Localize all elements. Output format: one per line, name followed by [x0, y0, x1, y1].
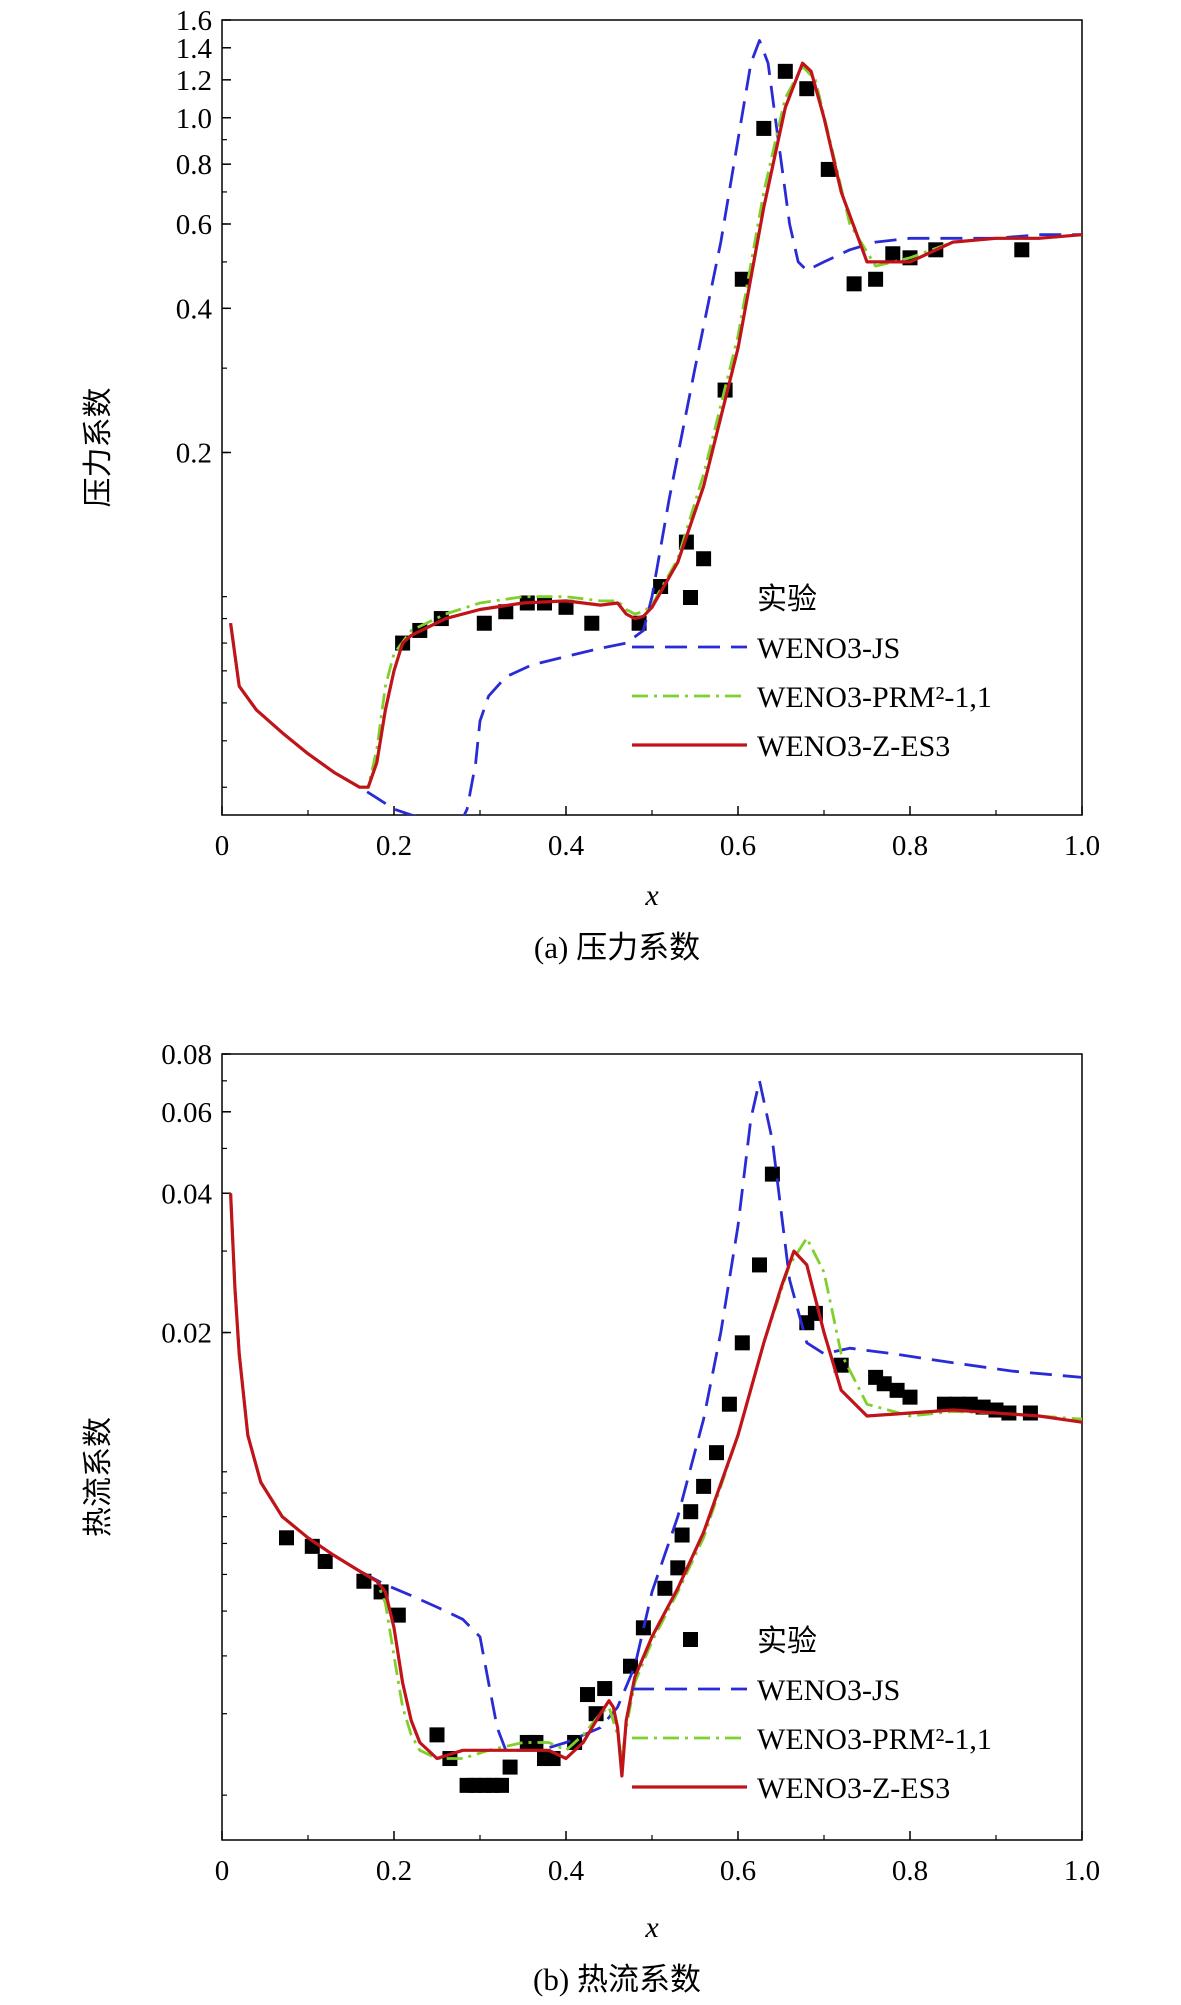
data-point-experiment	[709, 1445, 724, 1461]
data-point-experiment	[317, 1553, 333, 1569]
data-point-experiment	[502, 1759, 518, 1775]
data-point-experiment	[876, 1376, 892, 1392]
x-tick-label: 0.6	[720, 1855, 756, 1887]
data-point-experiment	[670, 1560, 686, 1576]
data-point-experiment	[949, 1396, 965, 1412]
data-point-experiment	[623, 1658, 638, 1674]
series-line-2	[229, 65, 1082, 789]
x-tick-label: 0.6	[720, 830, 756, 862]
data-point-experiment	[820, 161, 836, 177]
data-point-experiment	[734, 1335, 750, 1351]
y-tick-label: 0.2	[176, 437, 212, 469]
legend: 实验 WENO3-JS WENO3-PRM²-1,1 WENO3-Z-ES3	[632, 583, 992, 763]
chart-panel-b: 0 0.2 0.4 0.6 0.8 1.0 0.02 0.04 0.06 0.08 x 热流系数 (b)…	[81, 1039, 1100, 1997]
data-point-experiment	[734, 271, 750, 287]
data-point-experiment	[885, 246, 901, 262]
y-tick-label: 0.02	[161, 1318, 212, 1350]
data-point-experiment	[494, 1777, 509, 1793]
x-tick-label: 0.2	[376, 1855, 412, 1887]
legend: 实验 WENO3-JS WENO3-PRM²-1,1 WENO3-Z-ES3	[632, 1625, 992, 1805]
data-point-experiment	[674, 1527, 690, 1543]
data-point-experiment	[756, 120, 772, 136]
x-tick-label: 0.8	[892, 830, 928, 862]
data-point-experiment	[657, 1580, 673, 1596]
data-point-experiment	[498, 604, 514, 620]
y-tick-label: 0.8	[176, 149, 212, 181]
series-line-2	[229, 1193, 1082, 1760]
data-point-experiment	[279, 1530, 294, 1546]
series-line-3	[229, 61, 1082, 789]
x-axis-label: x	[644, 879, 659, 912]
data-point-experiment	[429, 1727, 445, 1743]
y-axis-label: 压力系数	[81, 388, 116, 508]
series-line-1	[229, 39, 1082, 815]
data-point-experiment	[1014, 242, 1030, 258]
data-point-experiment	[988, 1402, 1004, 1418]
data-point-experiment	[390, 1607, 406, 1623]
data-point-experiment	[721, 1396, 737, 1412]
x-tick-label: 0	[215, 1855, 230, 1887]
legend-label: WENO3-Z-ES3	[757, 1772, 950, 1805]
legend-marker	[683, 1632, 698, 1647]
y-tick-label: 0.4	[176, 293, 213, 325]
data-point-experiment	[799, 81, 815, 97]
y-tick-label: 1.4	[176, 33, 213, 65]
legend-label: WENO3-PRM²-1,1	[757, 1723, 992, 1756]
y-tick-label: 0.06	[161, 1097, 212, 1129]
data-point-experiment	[936, 1396, 952, 1412]
x-axis-label: x	[644, 1911, 659, 1944]
plot-area	[229, 39, 1082, 815]
y-tick-label: 0.6	[176, 209, 212, 241]
y-tick-label: 1.2	[176, 65, 212, 97]
x-tick-label: 0.8	[892, 1855, 928, 1887]
y-axis-label: 热流系数	[81, 1417, 116, 1537]
data-point-experiment	[558, 599, 574, 615]
x-tick-label: 0.4	[548, 830, 585, 862]
plot-area	[229, 1079, 1082, 1793]
y-tick-label: 0.08	[161, 1039, 212, 1071]
x-tick-label: 0.2	[376, 830, 412, 862]
x-tick-label: 1.0	[1064, 1855, 1100, 1887]
data-point-experiment	[962, 1396, 978, 1412]
legend-marker	[683, 590, 698, 605]
data-point-experiment	[528, 1734, 544, 1750]
chart-panel-a: 0 0.2 0.4 0.6 0.8 1.0 0.2 0.4 0.6 0.8 1.0 1.21.41.6…	[81, 5, 1100, 965]
data-point-experiment	[764, 1166, 780, 1182]
legend-label: 实验	[757, 1625, 817, 1658]
y-tick-label: 1.0	[176, 103, 212, 135]
data-point-experiment	[889, 1382, 905, 1398]
legend-label: WENO3-JS	[757, 1674, 900, 1707]
series-line-1	[229, 1079, 1082, 1752]
data-point-experiment	[696, 1478, 712, 1494]
panel-caption: (a) 压力系数	[534, 930, 700, 965]
legend-label: WENO3-JS	[757, 632, 900, 665]
data-point-experiment	[868, 271, 884, 287]
legend-label: WENO3-Z-ES3	[757, 730, 950, 763]
legend-label: 实验	[757, 583, 817, 616]
data-point-experiment	[902, 1389, 918, 1405]
data-point-experiment	[1022, 1405, 1038, 1421]
panel-caption: (b) 热流系数	[533, 1962, 701, 1997]
data-point-experiment	[476, 615, 492, 631]
data-point-experiment	[846, 276, 862, 292]
data-point-experiment	[777, 63, 793, 79]
y-tick-label: 1.6	[176, 5, 212, 37]
data-point-experiment	[584, 615, 600, 631]
y-tick-label: 0.04	[161, 1178, 212, 1210]
data-point-experiment	[580, 1687, 595, 1703]
data-point-experiment	[597, 1681, 613, 1697]
data-point-experiment	[696, 551, 712, 567]
x-tick-label: 0.4	[548, 1855, 585, 1887]
x-tick-label: 0	[215, 830, 230, 862]
data-point-experiment	[683, 1504, 699, 1520]
series-line-3	[229, 1193, 1082, 1778]
x-tick-label: 1.0	[1064, 830, 1100, 862]
data-point-experiment	[752, 1257, 767, 1273]
legend-label: WENO3-PRM²-1,1	[757, 681, 992, 714]
